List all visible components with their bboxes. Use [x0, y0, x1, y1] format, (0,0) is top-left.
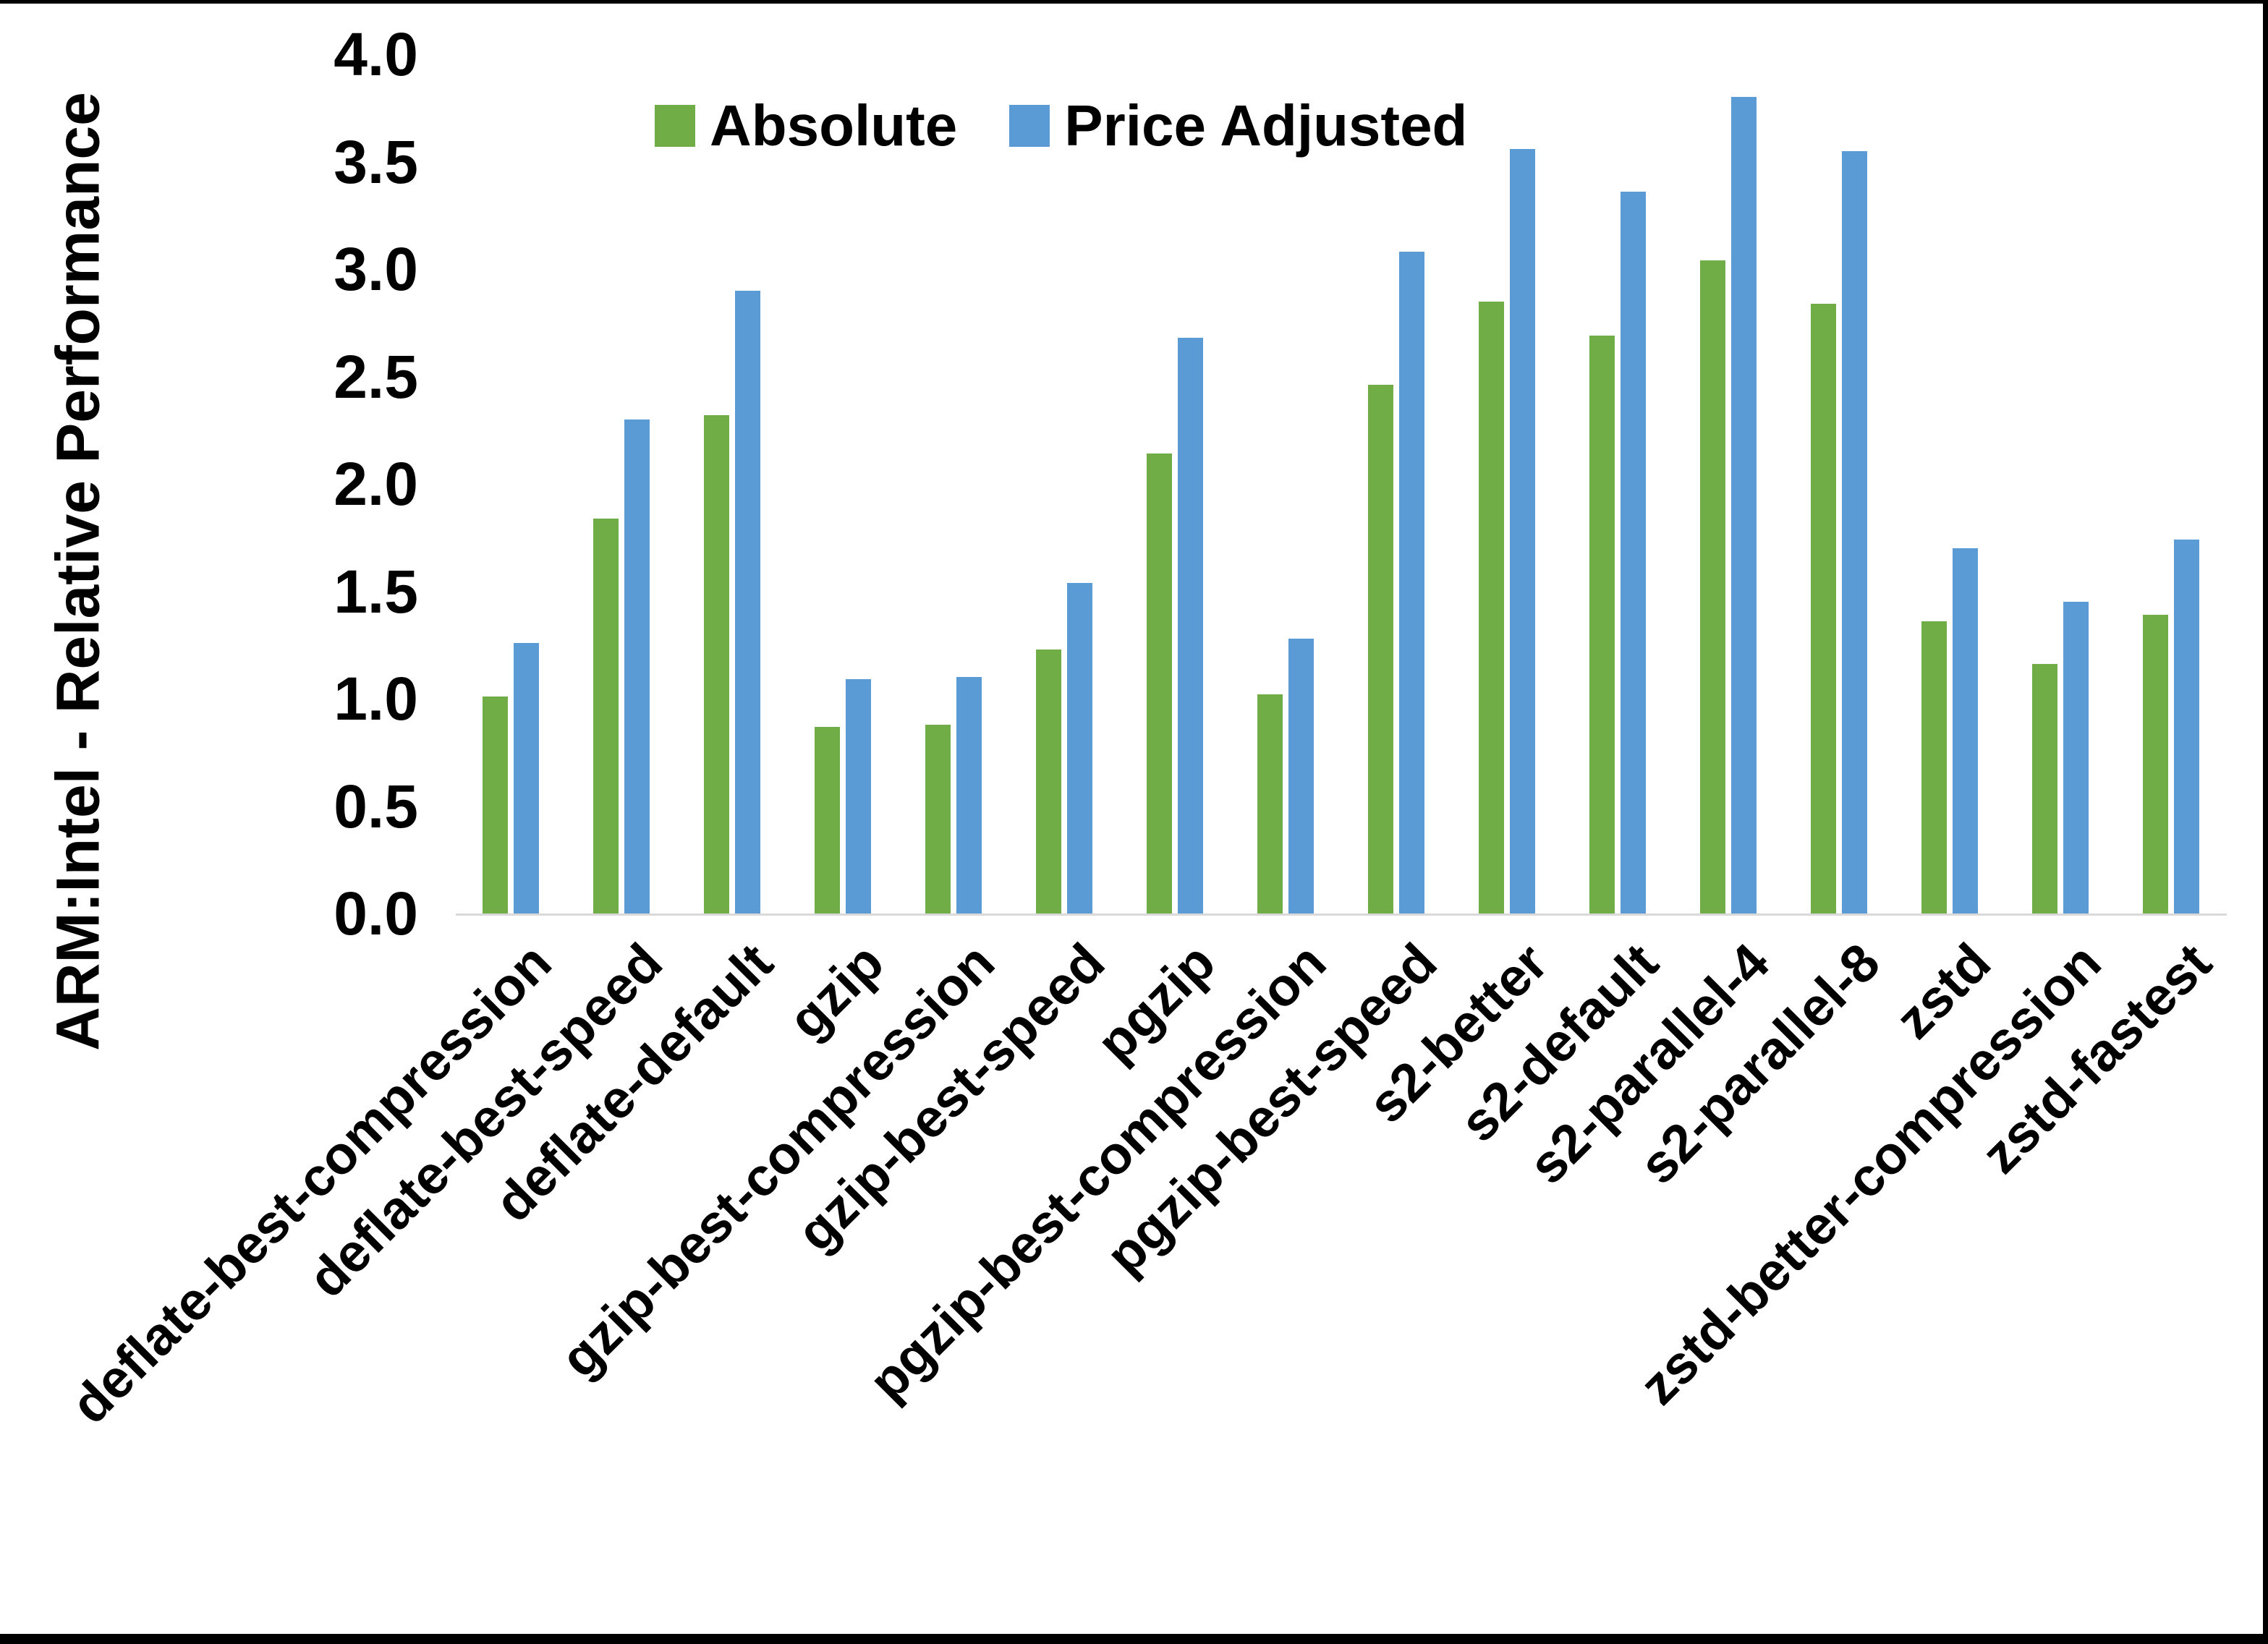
bar-price-adjusted — [846, 679, 871, 913]
y-tick-label: 2.0 — [334, 450, 418, 518]
y-tick-label: 3.5 — [334, 127, 418, 196]
bar-price-adjusted — [956, 677, 982, 913]
bar-absolute — [2032, 664, 2057, 913]
bar-absolute — [1479, 301, 1504, 913]
y-tick-label: 1.5 — [334, 557, 418, 626]
frame-right-border — [2263, 0, 2268, 1644]
y-tick-label: 3.0 — [334, 235, 418, 303]
bar-absolute — [1147, 453, 1172, 913]
x-category-label: deflate-best-compression — [59, 932, 563, 1435]
bar-price-adjusted — [2063, 602, 2089, 913]
bar-price-adjusted — [1731, 97, 1757, 913]
bar-absolute — [483, 697, 508, 913]
bar-price-adjusted — [1510, 148, 1535, 913]
bar-absolute — [2143, 615, 2168, 913]
bar-price-adjusted — [1288, 638, 1314, 913]
bar-absolute — [1589, 336, 1615, 913]
legend-item: Absolute — [655, 93, 957, 159]
bar-absolute — [925, 724, 951, 913]
bar-price-adjusted — [1621, 192, 1646, 913]
y-tick-label: 4.0 — [334, 20, 418, 88]
bar-price-adjusted — [514, 642, 539, 913]
bar-absolute — [1700, 260, 1725, 913]
bar-absolute — [1036, 649, 1061, 913]
bar-absolute — [815, 726, 840, 913]
frame-bottom-border — [0, 1634, 2268, 1644]
y-tick-label: 2.5 — [334, 342, 418, 411]
y-tick-label: 0.0 — [334, 880, 418, 947]
bar-absolute — [1257, 694, 1283, 913]
legend-item: Price Adjusted — [1009, 93, 1467, 159]
y-axis-title: ARM:Intel - Relative Performance — [43, 92, 112, 1051]
bar-price-adjusted — [624, 419, 650, 913]
bar-price-adjusted — [2174, 540, 2199, 913]
bar-price-adjusted — [1067, 582, 1092, 913]
chart-legend: Absolute Price Adjusted — [655, 93, 1467, 159]
bar-price-adjusted — [1953, 548, 1978, 913]
bar-price-adjusted — [1842, 150, 1867, 913]
bar-absolute — [1811, 303, 1836, 913]
bar-absolute — [1921, 621, 1947, 913]
legend-label: Absolute — [710, 93, 958, 158]
bar-absolute — [704, 414, 729, 913]
bar-price-adjusted — [1178, 338, 1203, 913]
legend-swatch — [655, 105, 695, 147]
x-axis-line — [456, 913, 2227, 916]
bar-absolute — [1368, 385, 1393, 913]
legend-label: Price Adjusted — [1064, 93, 1468, 158]
bar-price-adjusted — [1399, 252, 1424, 913]
bar-price-adjusted — [735, 290, 760, 913]
legend-swatch — [1009, 105, 1050, 147]
frame-top-border — [0, 0, 2268, 4]
bar-absolute — [593, 518, 619, 913]
y-tick-label: 1.0 — [334, 665, 418, 733]
y-tick-label: 0.5 — [334, 772, 418, 840]
